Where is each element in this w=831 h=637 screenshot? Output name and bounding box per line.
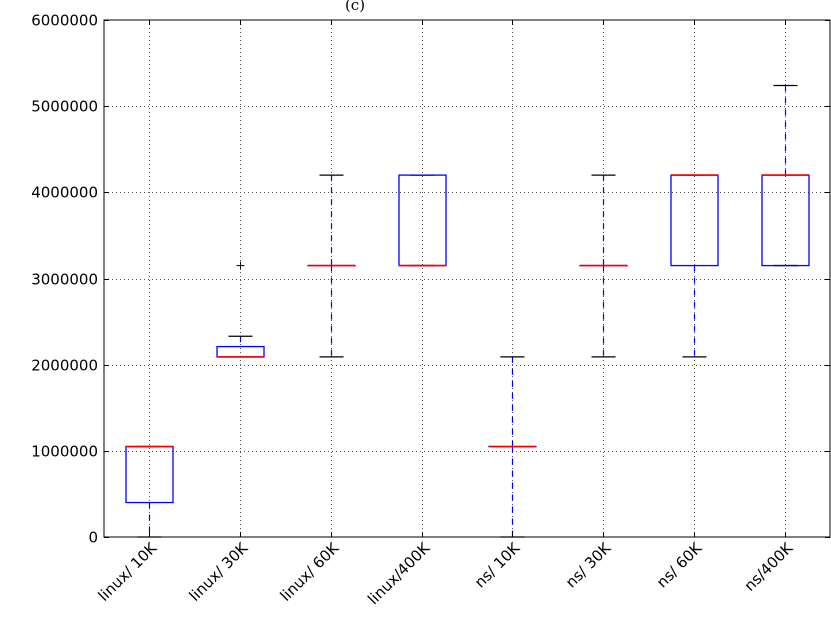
y-tick-label: 0 [88, 529, 98, 547]
box-2 [307, 174, 356, 358]
x-tick-label: ns/ 60K [653, 538, 706, 591]
box-6 [670, 174, 719, 358]
box-7 [761, 84, 810, 267]
chart-title-fragment: (c) [345, 0, 365, 14]
y-tick-label: 5000000 [31, 98, 98, 116]
plot-area-frame [103, 19, 831, 538]
y-tick-label: 4000000 [31, 184, 98, 202]
iqr-box [125, 445, 174, 504]
y-tick-label: 1000000 [31, 443, 98, 461]
x-tick-label: linux/400K [364, 538, 434, 608]
boxes-group [125, 84, 810, 538]
axes-group: 0 1000000 2000000 3000000 4000000 5000000 6000… [31, 12, 830, 608]
box-4 [488, 356, 537, 538]
grid-lines [104, 20, 830, 537]
x-tick-label: ns/ 30K [562, 538, 615, 591]
x-tick-label: linux/ 10K [95, 538, 162, 605]
y-tick-label: 6000000 [31, 12, 98, 30]
flier-point [236, 261, 245, 270]
box-1 [216, 261, 265, 358]
box-3 [398, 174, 447, 267]
y-tick-label: 2000000 [31, 357, 98, 375]
x-tick-label: ns/400K [741, 538, 798, 595]
x-tick-label: linux/ 60K [277, 538, 344, 605]
x-tick-label: linux/ 30K [186, 538, 253, 605]
box-5 [579, 174, 628, 358]
y-tick-label: 3000000 [31, 271, 98, 289]
x-tick-label: ns/ 10K [471, 538, 524, 591]
